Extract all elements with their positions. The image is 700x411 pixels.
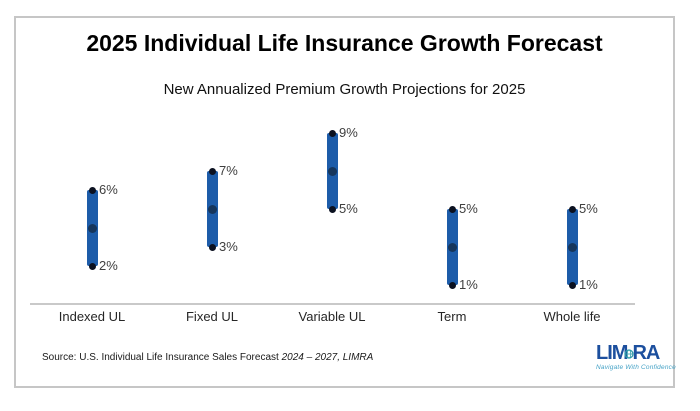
source-note: Source: U.S. Individual Life Insurance S…	[42, 352, 373, 363]
low-value-label: 3%	[219, 239, 238, 254]
category-label: Fixed UL	[185, 309, 239, 324]
mid-marker-dot	[447, 242, 457, 252]
low-marker-dot	[448, 281, 456, 289]
mid-marker-dot	[567, 242, 577, 252]
source-note-text: Source: U.S. Individual Life Insurance S…	[42, 352, 282, 363]
source-note-citation: 2024 – 2027, LIMRA	[281, 352, 374, 363]
chart-title: 2025 Individual Life Insurance Growth Fo…	[86, 30, 603, 56]
low-marker-dot	[88, 262, 96, 270]
high-value-label: 5%	[459, 201, 478, 216]
chart-frame-border	[14, 16, 675, 388]
category-label: Variable UL	[298, 309, 366, 324]
high-value-label: 7%	[219, 163, 238, 178]
high-marker-dot	[568, 205, 576, 213]
low-value-label: 1%	[579, 277, 598, 292]
category-label: Whole life	[543, 309, 601, 324]
high-marker-dot	[328, 129, 336, 137]
low-value-label: 2%	[99, 258, 118, 273]
mid-marker-dot	[327, 166, 337, 176]
mid-marker-dot	[207, 204, 217, 214]
high-marker-dot	[208, 167, 216, 175]
category-label: Indexed UL	[58, 309, 126, 324]
high-value-label: 6%	[99, 182, 118, 197]
globe-icon	[624, 343, 635, 363]
x-axis-line	[30, 303, 635, 305]
high-marker-dot	[88, 186, 96, 194]
chart-subtitle: New Annualized Premium Growth Projection…	[163, 81, 526, 98]
limra-logo-tagline: Navigate With Confidence	[596, 364, 676, 371]
mid-marker-dot	[87, 223, 97, 233]
high-value-label: 5%	[579, 201, 598, 216]
low-marker-dot	[328, 205, 336, 213]
low-value-label: 5%	[339, 201, 358, 216]
high-marker-dot	[448, 205, 456, 213]
low-value-label: 1%	[459, 277, 478, 292]
low-marker-dot	[208, 243, 216, 251]
limra-logo-wordmark: LIM RA	[596, 342, 660, 364]
limra-logo-text-right: RA	[632, 342, 660, 364]
limra-logo: LIM RA Navigate With Confidence	[596, 343, 676, 372]
limra-logo-text-left: LIM	[596, 342, 628, 364]
low-marker-dot	[568, 281, 576, 289]
high-value-label: 9%	[339, 125, 358, 140]
category-label: Term	[437, 309, 467, 324]
